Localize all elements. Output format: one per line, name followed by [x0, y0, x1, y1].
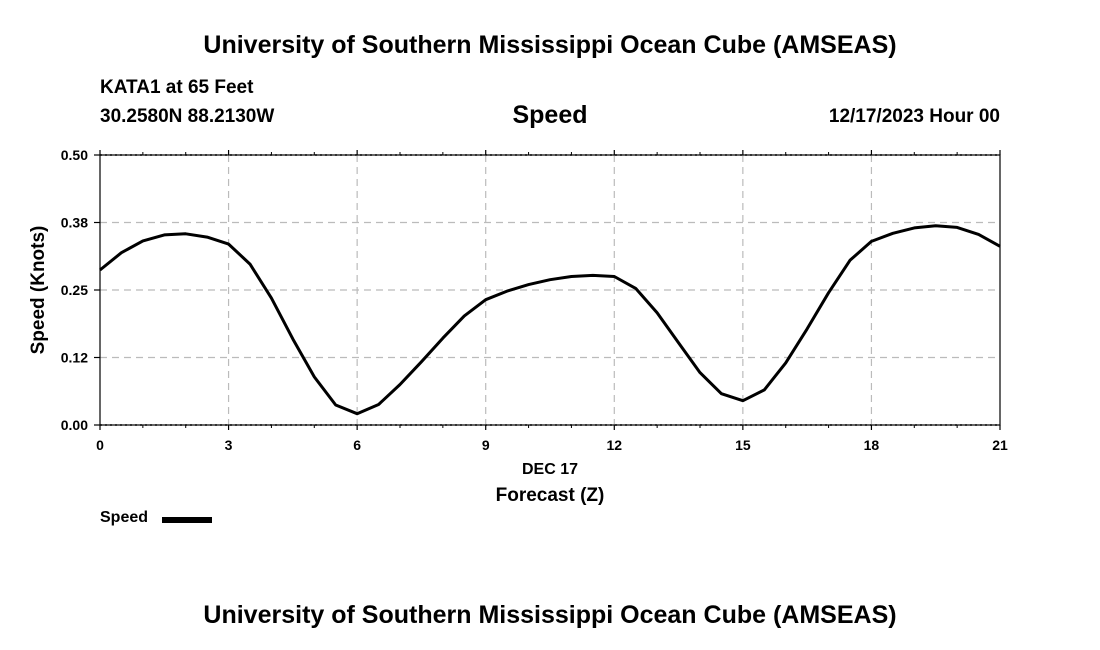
variable-title: Speed — [512, 101, 588, 129]
x-axis-label: Forecast (Z) — [496, 485, 605, 506]
x-tick-label: 21 — [992, 437, 1008, 453]
date-label: DEC 17 — [522, 461, 578, 478]
y-tick-label: 0.38 — [61, 215, 88, 231]
x-tick-label: 18 — [864, 437, 880, 453]
legend: Speed — [100, 509, 148, 527]
y-axis-label: Speed (Knots) — [28, 226, 49, 355]
y-axis-ticks: 0.00 0.12 0.25 0.38 0.50 — [61, 147, 100, 433]
x-tick-label: 0 — [96, 437, 104, 453]
chart-title-top: University of Southern Mississippi Ocean… — [203, 31, 897, 59]
legend-swatch — [162, 517, 212, 523]
x-tick-label: 9 — [482, 437, 490, 453]
x-tick-label: 15 — [735, 437, 751, 453]
speed-series-line — [99, 224, 1001, 416]
speed-data-points — [99, 225, 1001, 414]
y-tick-label: 0.00 — [61, 417, 88, 433]
x-axis-ticks: 0 3 6 9 12 15 18 21 — [96, 150, 1008, 453]
x-tick-label: 6 — [353, 437, 361, 453]
chart-title-bottom: University of Southern Mississippi Ocean… — [203, 601, 897, 629]
coordinates-label: 30.2580N 88.2130W — [100, 106, 275, 127]
y-tick-label: 0.12 — [61, 350, 88, 366]
x-tick-label: 3 — [225, 437, 233, 453]
legend-label: Speed — [100, 509, 149, 526]
datetime-label: 12/17/2023 Hour 00 — [828, 106, 1000, 127]
grid — [100, 154, 1000, 426]
plot-frame — [99, 154, 1001, 426]
y-tick-label: 0.50 — [61, 147, 88, 163]
station-label: KATA1 at 65 Feet — [100, 77, 254, 98]
x-tick-label: 12 — [606, 437, 622, 453]
y-tick-label: 0.25 — [61, 282, 88, 298]
